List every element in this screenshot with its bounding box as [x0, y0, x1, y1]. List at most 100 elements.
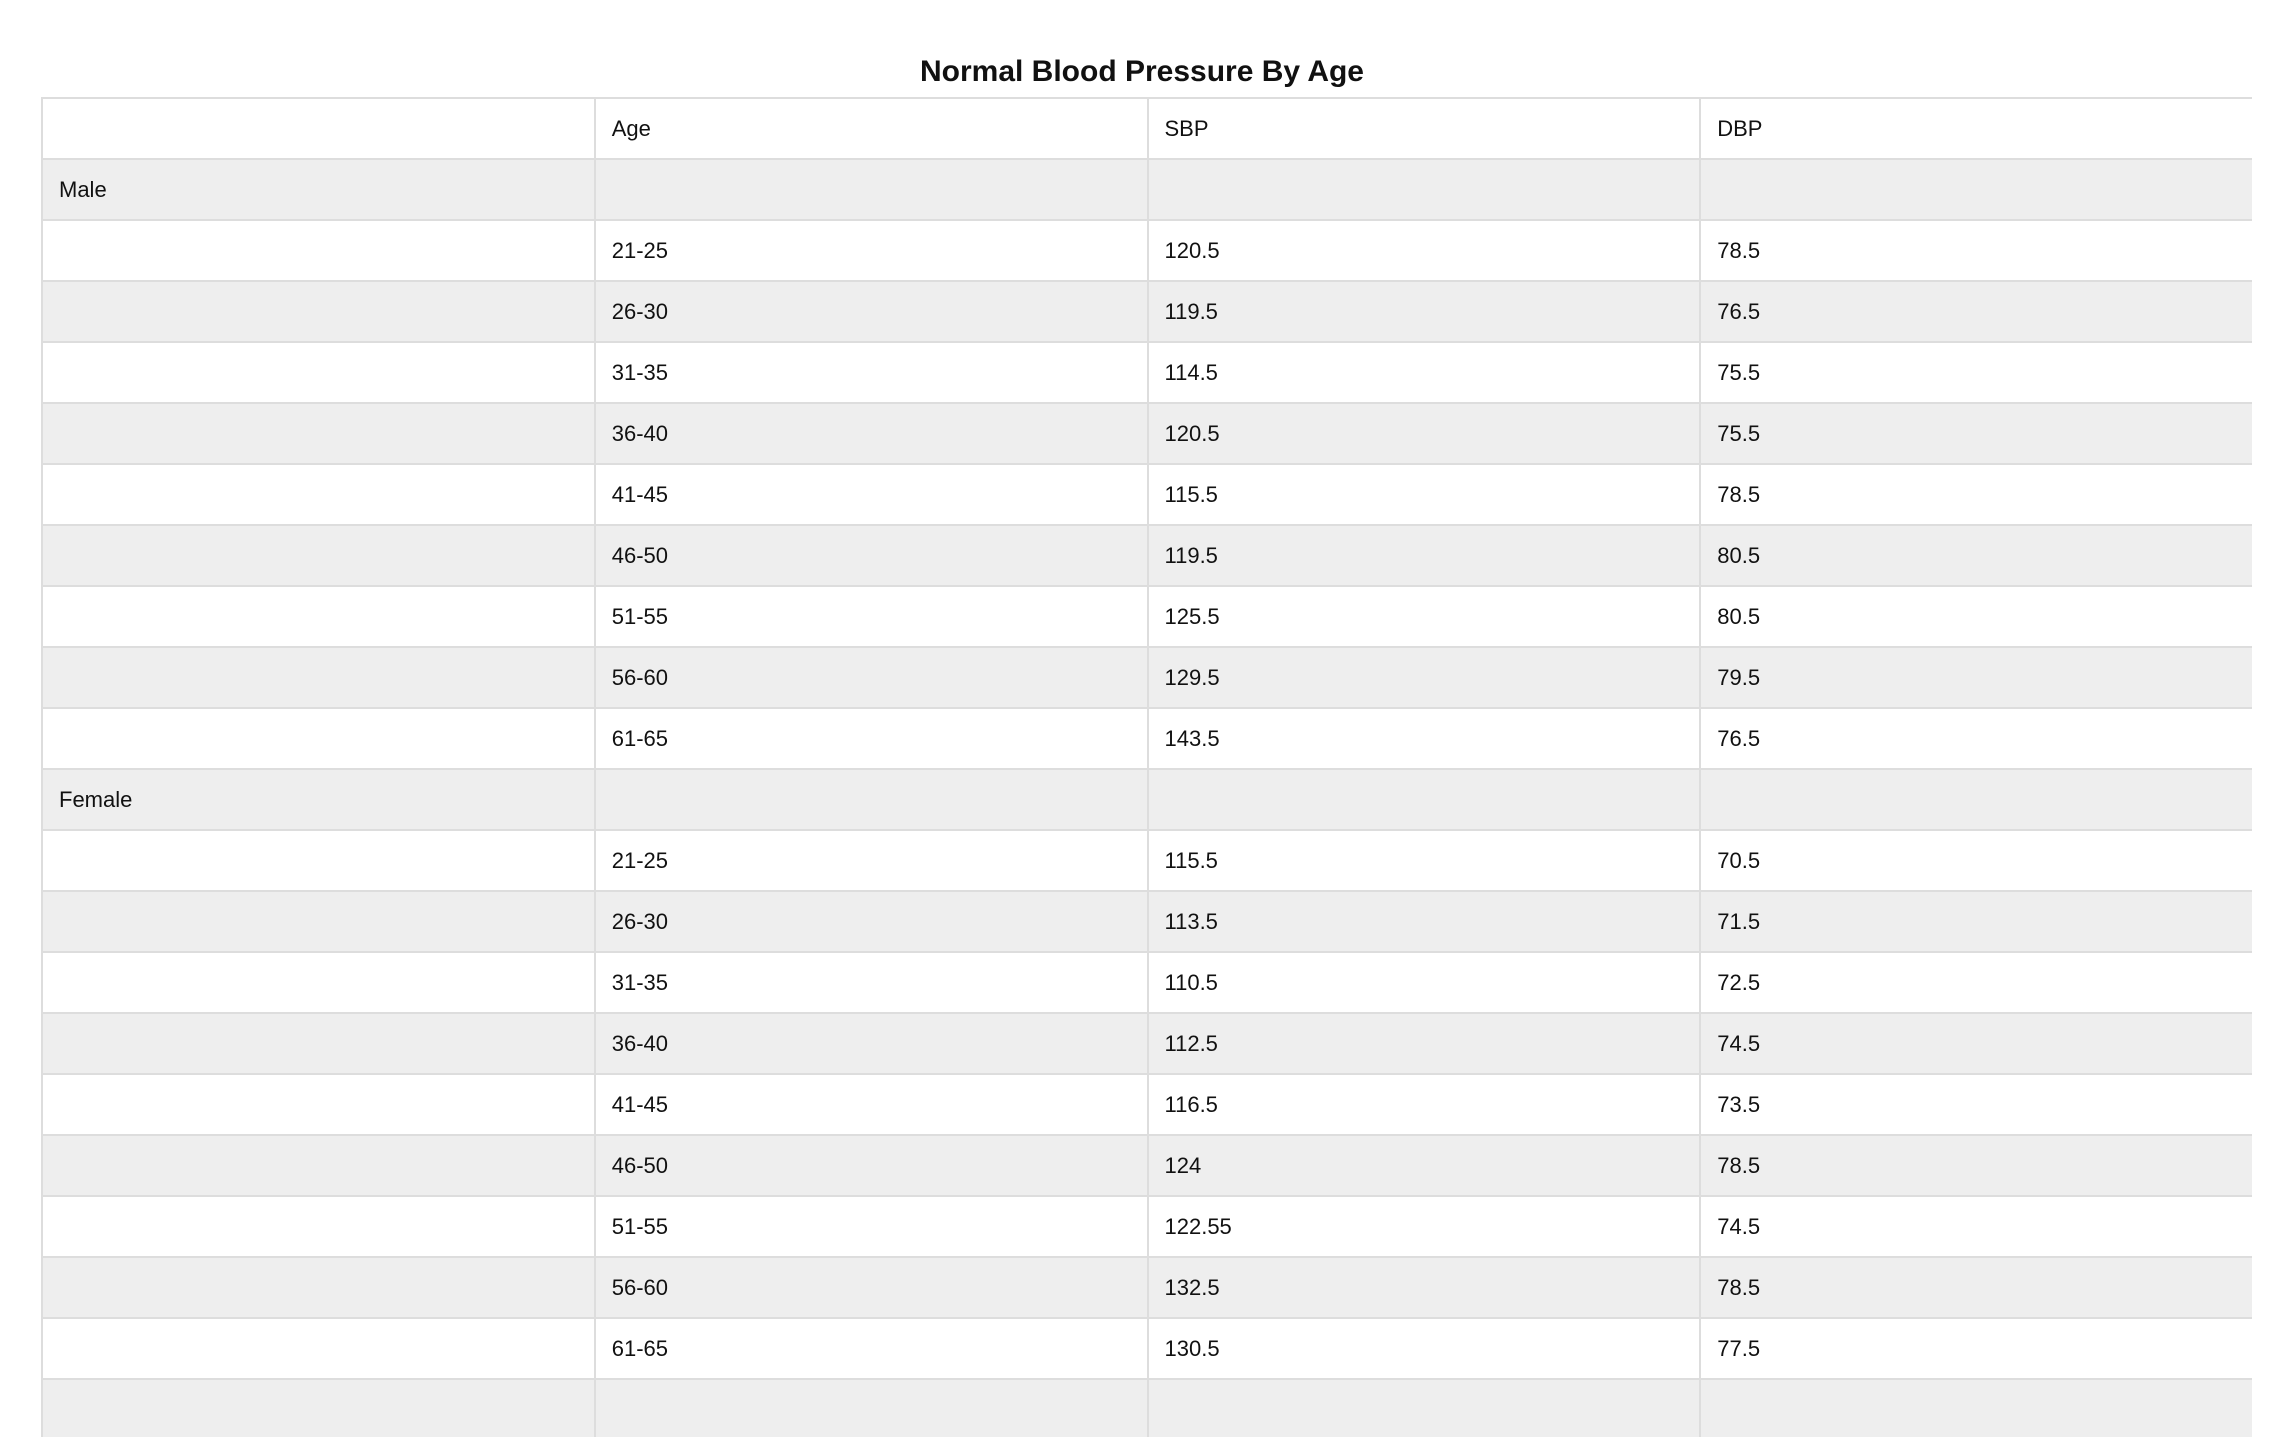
group-cell [41, 219, 596, 282]
sbp-cell: 119.5 [1146, 280, 1702, 343]
group-cell [41, 1317, 596, 1380]
group-cell [41, 463, 596, 526]
sbp-cell: 125.5 [1146, 585, 1702, 648]
group-cell [41, 646, 596, 709]
group-cell [41, 1134, 596, 1197]
table-row: 36-40 112.5 74.5 [41, 1012, 2252, 1075]
table-row: Female [41, 768, 2252, 831]
age-cell: 61-65 [593, 707, 1149, 770]
age-cell: 41-45 [593, 1073, 1149, 1136]
dbp-cell: 78.5 [1699, 219, 2252, 282]
sbp-cell: 122.55 [1146, 1195, 1702, 1258]
age-cell: 26-30 [593, 890, 1149, 953]
table-row: 26-30 119.5 76.5 [41, 280, 2252, 343]
age-cell: 46-50 [593, 524, 1149, 587]
blood-pressure-table: Age SBP DBP Male 21-25 120.5 78.5 26-30 119.5… [41, 97, 2252, 1437]
sbp-cell [1146, 1378, 1702, 1437]
dbp-cell: 73.5 [1699, 1073, 2252, 1136]
group-cell [41, 1256, 596, 1319]
dbp-cell: 80.5 [1699, 524, 2252, 587]
group-cell: Female [41, 768, 596, 831]
table-row: Male [41, 158, 2252, 221]
blood-pressure-table-container: Age SBP DBP Male 21-25 120.5 78.5 26-30 119.5… [41, 97, 2252, 1437]
group-cell [41, 707, 596, 770]
group-cell [41, 402, 596, 465]
sbp-cell: 110.5 [1146, 951, 1702, 1014]
age-cell: 21-25 [593, 829, 1149, 892]
chart-title: Normal Blood Pressure By Age [919, 55, 1364, 88]
age-cell: 61-65 [593, 1317, 1149, 1380]
table-row: 31-35 110.5 72.5 [41, 951, 2252, 1014]
sbp-cell: 143.5 [1146, 707, 1702, 770]
table-row: 41-45 116.5 73.5 [41, 1073, 2252, 1136]
group-cell [41, 1195, 596, 1258]
header-cell-group [41, 97, 596, 160]
age-cell: 46-50 [593, 1134, 1149, 1197]
sbp-cell: 119.5 [1146, 524, 1702, 587]
age-cell: 36-40 [593, 1012, 1149, 1075]
age-cell: 36-40 [593, 402, 1149, 465]
dbp-cell: 75.5 [1699, 341, 2252, 404]
table-row: 26-30 113.5 71.5 [41, 890, 2252, 953]
dbp-cell: 79.5 [1699, 646, 2252, 709]
table-row: 51-55 125.5 80.5 [41, 585, 2252, 648]
dbp-cell [1699, 768, 2252, 831]
age-cell: 56-60 [593, 1256, 1149, 1319]
group-cell [41, 1378, 596, 1437]
dbp-cell: 72.5 [1699, 951, 2252, 1014]
table-row: 21-25 120.5 78.5 [41, 219, 2252, 282]
table-header-row: Age SBP DBP [41, 97, 2252, 160]
table-row: 46-50 119.5 80.5 [41, 524, 2252, 587]
dbp-cell: 78.5 [1699, 463, 2252, 526]
sbp-cell: 124 [1146, 1134, 1702, 1197]
dbp-cell [1699, 1378, 2252, 1437]
sbp-cell: 116.5 [1146, 1073, 1702, 1136]
age-cell: 31-35 [593, 341, 1149, 404]
dbp-cell: 78.5 [1699, 1256, 2252, 1319]
age-cell [593, 158, 1149, 221]
table-row: 56-60 129.5 79.5 [41, 646, 2252, 709]
header-cell-age: Age [593, 97, 1149, 160]
group-cell [41, 1073, 596, 1136]
dbp-cell: 78.5 [1699, 1134, 2252, 1197]
age-cell: 51-55 [593, 585, 1149, 648]
group-cell [41, 341, 596, 404]
sbp-cell: 113.5 [1146, 890, 1702, 953]
table-row: 61-65 143.5 76.5 [41, 707, 2252, 770]
header-cell-dbp: DBP [1699, 97, 2252, 160]
dbp-cell: 74.5 [1699, 1195, 2252, 1258]
table-row: 31-35 114.5 75.5 [41, 341, 2252, 404]
age-cell: 21-25 [593, 219, 1149, 282]
group-cell [41, 280, 596, 343]
table-body: Age SBP DBP Male 21-25 120.5 78.5 26-30 119.5… [41, 97, 2252, 1437]
age-cell: 56-60 [593, 646, 1149, 709]
dbp-cell: 77.5 [1699, 1317, 2252, 1380]
sbp-cell: 114.5 [1146, 341, 1702, 404]
table-row: 36-40 120.5 75.5 [41, 402, 2252, 465]
sbp-cell [1146, 768, 1702, 831]
sbp-cell: 129.5 [1146, 646, 1702, 709]
dbp-cell: 76.5 [1699, 707, 2252, 770]
table-row: 56-60 132.5 78.5 [41, 1256, 2252, 1319]
table-row: 21-25 115.5 70.5 [41, 829, 2252, 892]
group-cell [41, 951, 596, 1014]
sbp-cell: 115.5 [1146, 463, 1702, 526]
dbp-cell: 80.5 [1699, 585, 2252, 648]
group-cell [41, 524, 596, 587]
group-cell [41, 829, 596, 892]
sbp-cell: 115.5 [1146, 829, 1702, 892]
dbp-cell: 76.5 [1699, 280, 2252, 343]
table-row: 51-55 122.55 74.5 [41, 1195, 2252, 1258]
header-cell-sbp: SBP [1146, 97, 1702, 160]
age-cell [593, 1378, 1149, 1437]
table-row: 61-65 130.5 77.5 [41, 1317, 2252, 1380]
dbp-cell [1699, 158, 2252, 221]
age-cell: 51-55 [593, 1195, 1149, 1258]
age-cell [593, 768, 1149, 831]
sbp-cell: 120.5 [1146, 402, 1702, 465]
sbp-cell: 130.5 [1146, 1317, 1702, 1380]
dbp-cell: 71.5 [1699, 890, 2252, 953]
group-cell: Male [41, 158, 596, 221]
group-cell [41, 890, 596, 953]
sbp-cell [1146, 158, 1702, 221]
